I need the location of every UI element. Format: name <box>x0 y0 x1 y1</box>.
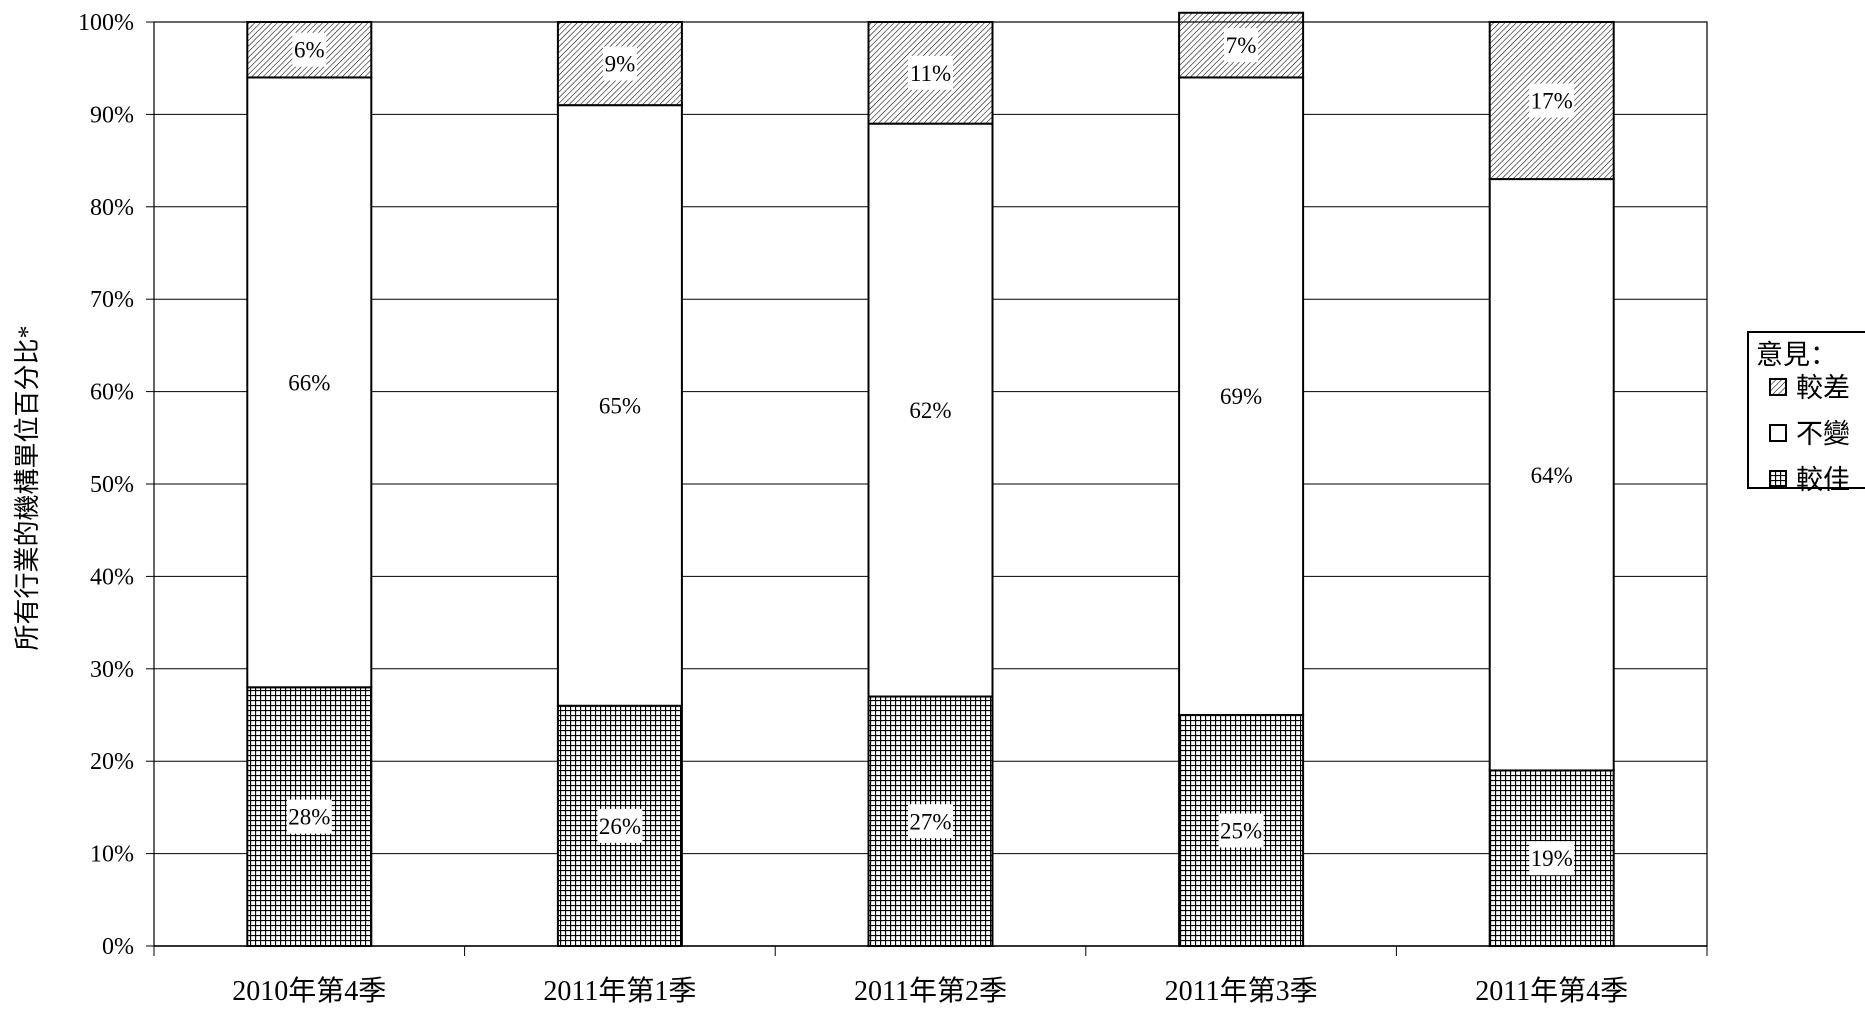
data-label: 27% <box>909 809 951 834</box>
y-tick-label: 40% <box>90 564 134 590</box>
x-tick-label: 2011年第3季 <box>1165 975 1318 1007</box>
y-tick-label: 10% <box>90 842 134 868</box>
data-label-bg <box>908 804 953 839</box>
y-tick-label: 70% <box>90 287 134 313</box>
y-tick-label: 20% <box>90 749 134 775</box>
legend-label: 不變 <box>1796 419 1850 449</box>
y-tick-label: 50% <box>90 472 134 498</box>
y-tick-label: 80% <box>90 195 134 221</box>
y-tick-label: 100% <box>78 10 134 36</box>
data-label: 62% <box>909 398 951 423</box>
data-labels: 28% 66% 6% 26% 65% 9% 27% 62% 11% 25% 69% 7% 19% 64% 1… <box>286 28 1575 876</box>
legend-swatch-blank <box>1769 424 1787 442</box>
data-label: 6% <box>294 38 325 63</box>
data-label: 28% <box>288 805 330 830</box>
data-label-bg <box>602 46 637 81</box>
x-tick-label: 2011年第2季 <box>854 975 1007 1007</box>
legend-swatch-diagonal <box>1769 378 1787 396</box>
data-label-bg <box>1218 813 1264 848</box>
data-label: 65% <box>599 393 641 418</box>
x-tick-label: 2011年第1季 <box>543 975 696 1007</box>
x-tick-label: 2011年第4季 <box>1475 975 1628 1007</box>
legend-label: 較佳 <box>1796 465 1850 495</box>
data-label: 25% <box>1220 819 1262 844</box>
legend-swatch-grid <box>1769 470 1787 488</box>
data-label-bg <box>1529 841 1575 876</box>
x-tick-label: 2010年第4季 <box>232 975 386 1007</box>
y-tick-label: 30% <box>90 657 134 683</box>
data-label: 69% <box>1220 384 1262 409</box>
data-label: 66% <box>288 370 330 395</box>
data-label: 19% <box>1531 846 1573 871</box>
data-label: 9% <box>605 52 636 77</box>
data-label: 11% <box>910 61 951 86</box>
data-label-bg <box>1218 379 1264 414</box>
data-label-bg <box>597 808 643 843</box>
data-label: 7% <box>1226 33 1257 58</box>
data-label-bg <box>1529 457 1575 492</box>
axes: 0% 10% 20% 30% 40% 50% 60% 70% 80% 90% 100% 2010年第4… <box>78 10 1708 1007</box>
y-tick-label: 60% <box>90 380 134 406</box>
data-label-bg <box>286 799 332 834</box>
data-label-bg <box>908 55 953 90</box>
data-label-bg <box>908 393 953 428</box>
data-label-bg <box>286 365 332 400</box>
data-label-bg <box>292 32 327 67</box>
data-label: 17% <box>1531 89 1573 114</box>
legend-label: 較差 <box>1796 373 1850 403</box>
data-label-bg <box>597 388 643 423</box>
y-tick-label: 90% <box>90 102 134 128</box>
y-axis-title: 所有行業的機構單位百分比* <box>13 325 42 650</box>
data-label: 64% <box>1531 463 1573 488</box>
data-label: 26% <box>599 814 641 839</box>
y-tick-label: 0% <box>102 934 134 960</box>
data-label-bg <box>1529 83 1575 118</box>
data-label-bg <box>1224 28 1259 63</box>
legend-title: 意見： <box>1756 340 1837 370</box>
legend-box <box>1747 331 1865 489</box>
